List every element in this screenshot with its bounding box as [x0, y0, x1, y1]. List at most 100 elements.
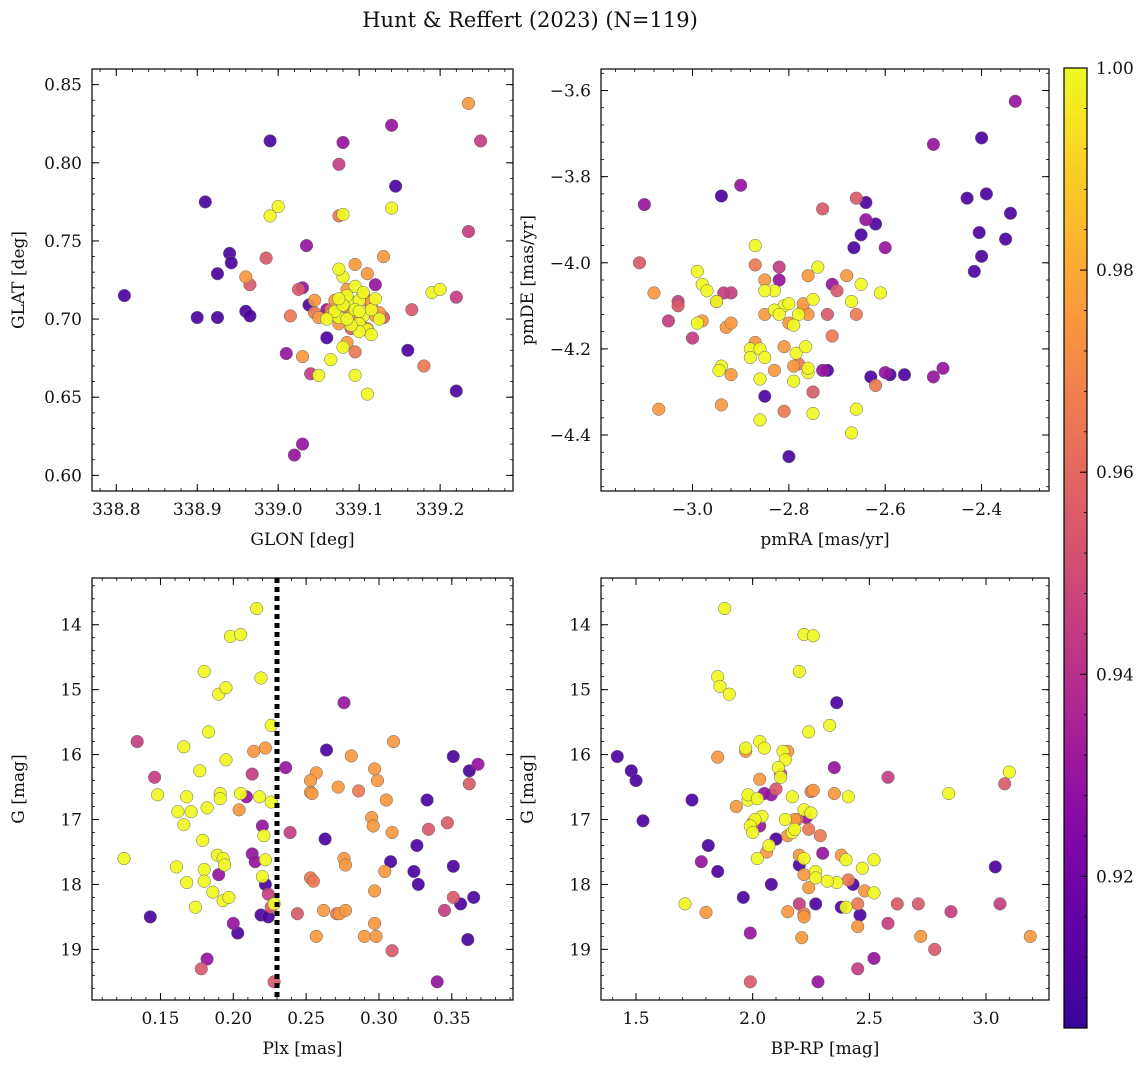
y-tick-label: 15 [60, 681, 82, 701]
data-point [449, 290, 463, 304]
data-point [999, 232, 1013, 246]
data-point [867, 853, 881, 867]
data-point [844, 294, 859, 309]
data-point [385, 944, 399, 958]
data-point [368, 884, 382, 898]
data-point [320, 312, 334, 326]
data-point [360, 387, 374, 401]
data-point [200, 801, 214, 815]
data-point [788, 822, 802, 836]
data-point [711, 864, 725, 879]
data-point [782, 297, 796, 311]
data-point [844, 426, 859, 440]
data-point [936, 361, 950, 375]
data-point [218, 858, 232, 872]
data-point [802, 881, 816, 895]
data-point [757, 741, 771, 755]
panel-proper-motion: −3.0 −2.8 −2.6 −2.4 −4.4 −4.2 −4.0 −3.8 −3.6 pmRA… [518, 68, 1050, 550]
x-tick-label: 3.0 [972, 1009, 999, 1029]
y-axis-label: G [mag] [518, 754, 538, 823]
data-point [739, 741, 753, 755]
data-point [234, 627, 248, 642]
data-point [348, 345, 362, 359]
data-point [295, 350, 310, 364]
data-point [446, 890, 460, 904]
data-point [993, 897, 1007, 911]
data-point [188, 900, 202, 914]
data-point [811, 260, 825, 274]
data-point [772, 307, 786, 321]
data-point [816, 846, 830, 860]
data-point [979, 187, 993, 201]
y-tick-label: 0.70 [44, 310, 82, 330]
y-tick-label: 0.85 [44, 76, 82, 96]
data-point [117, 289, 131, 303]
data-point [232, 803, 246, 817]
data-point [360, 267, 374, 281]
data-point [764, 877, 778, 891]
data-point [869, 378, 883, 393]
data-point [305, 786, 319, 801]
data-point [1002, 765, 1016, 779]
data-point [851, 962, 865, 976]
data-point [975, 131, 989, 145]
data-point [960, 191, 974, 205]
data-point [777, 340, 791, 354]
data-point [259, 251, 273, 265]
data-point [1003, 206, 1018, 220]
data-point [890, 897, 904, 911]
data-point [226, 916, 240, 930]
data-point [797, 851, 811, 866]
data-point [813, 829, 827, 843]
y-axis-label: G [mag] [9, 754, 29, 823]
data-point [647, 286, 661, 300]
x-axis-label: GLON [deg] [250, 530, 354, 550]
colorbar-tick-label: 0.92 [1096, 867, 1134, 887]
data-point [797, 868, 811, 882]
data-point [734, 178, 748, 192]
data-point [420, 793, 434, 807]
x-axis-label: Plx [mas] [262, 1039, 342, 1059]
data-point [219, 681, 233, 695]
data-point [830, 696, 844, 710]
data-point [998, 777, 1012, 791]
data-point [851, 920, 865, 934]
data-point [255, 870, 269, 884]
data-point [632, 256, 647, 270]
data-point [190, 310, 204, 325]
data-point [258, 853, 272, 867]
data-point [694, 855, 708, 869]
data-point [802, 822, 816, 836]
y-tick-label: 17 [569, 811, 591, 831]
data-point [911, 897, 925, 911]
data-point [859, 213, 873, 227]
x-tick-label: 0.15 [142, 1009, 180, 1029]
data-point [897, 368, 912, 382]
data-point [753, 372, 767, 386]
data-point [449, 384, 463, 398]
y-tick-label: 0.75 [44, 232, 82, 252]
data-point [690, 264, 704, 278]
data-point [309, 929, 323, 943]
data-point [854, 277, 868, 291]
data-point [690, 316, 704, 330]
data-point [196, 833, 210, 847]
x-axis-label: pmRA [mas/yr] [760, 530, 889, 550]
data-point [802, 725, 816, 739]
data-point [338, 903, 353, 917]
y-tick-label: −4.2 [550, 340, 591, 360]
x-tick-label: 0.20 [214, 1009, 252, 1029]
data-point [926, 137, 940, 151]
data-point [254, 671, 268, 685]
data-point [386, 735, 401, 749]
data-point [411, 877, 425, 891]
data-point [219, 753, 233, 767]
data-point [758, 350, 772, 365]
x-tick-label: 2.0 [739, 1009, 766, 1029]
data-point [777, 404, 791, 418]
data-point [379, 793, 393, 807]
panel-parallax-magnitude: 0.15 0.20 0.25 0.30 0.35 14 15 16 17 18 19 Plx [mas… [9, 577, 514, 1059]
data-point [782, 450, 796, 464]
data-point [678, 897, 692, 911]
data-point [804, 806, 818, 820]
